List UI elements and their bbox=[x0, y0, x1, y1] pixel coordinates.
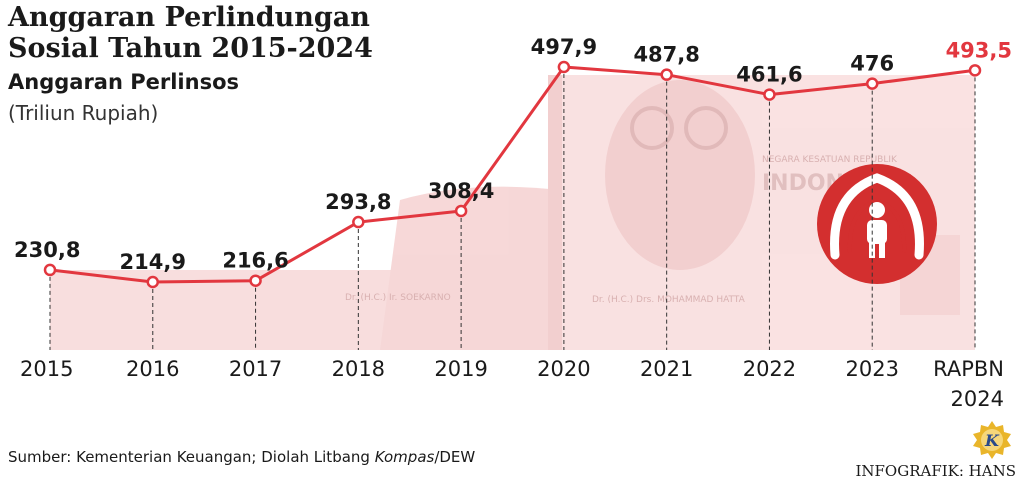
data-point bbox=[352, 215, 365, 229]
value-labels: 230,8 214,9 216,6 293,8 308,4 497,9 487,8 461,6… bbox=[14, 35, 1012, 274]
logo-core bbox=[981, 429, 1003, 451]
banknote-security-thread bbox=[548, 75, 562, 350]
badge-child-body bbox=[867, 220, 887, 244]
value-label: 476 bbox=[850, 52, 894, 76]
data-point bbox=[763, 88, 776, 101]
kompas-logo-icon: K bbox=[973, 421, 1011, 459]
data-point bbox=[146, 275, 160, 289]
badge-hands-gap bbox=[847, 197, 907, 253]
x-tick-label: 2018 bbox=[332, 357, 385, 381]
x-tick-label: RAPBN bbox=[933, 357, 1004, 381]
value-label: 497,9 bbox=[531, 35, 597, 59]
badge-child-leg-right bbox=[879, 242, 885, 258]
badge-child-head bbox=[869, 202, 885, 218]
data-point bbox=[865, 77, 879, 90]
unit-label: (Triliun Rupiah) bbox=[8, 101, 159, 125]
data-point bbox=[660, 68, 673, 81]
value-label: 230,8 bbox=[14, 238, 80, 262]
portrait-glasses-right bbox=[684, 106, 728, 150]
value-label: 216,6 bbox=[222, 249, 288, 273]
value-label: 214,9 bbox=[120, 250, 186, 274]
value-label: 461,6 bbox=[736, 63, 802, 87]
chart-subtitle: Anggaran Perlinsos bbox=[8, 70, 239, 94]
x-tick-label: 2022 bbox=[743, 357, 796, 381]
source-note: Sumber: Kementerian Keuangan; Diolah Lit… bbox=[8, 448, 475, 466]
logo-letter: K bbox=[984, 431, 1000, 450]
badge-hands-outer bbox=[830, 173, 924, 260]
x-tick-label: 2021 bbox=[640, 357, 693, 381]
banknote-signature-left: Dr. (H.C.) Ir. SOEKARNO bbox=[345, 293, 451, 303]
data-point bbox=[249, 274, 262, 287]
protection-hands-icon bbox=[817, 164, 937, 284]
source-prefix: Sumber: Kementerian Keuangan; Diolah Lit… bbox=[8, 448, 375, 466]
source-suffix: /DEW bbox=[434, 448, 476, 466]
series-line-anggaran-perlinsos bbox=[49, 65, 976, 284]
drop-lines bbox=[49, 67, 976, 350]
value-label: 487,8 bbox=[633, 43, 699, 67]
value-label: 493,5 bbox=[946, 38, 1012, 62]
value-label: 308,4 bbox=[428, 179, 494, 203]
data-point bbox=[454, 204, 468, 218]
data-points bbox=[43, 60, 982, 289]
value-label: 293,8 bbox=[325, 190, 391, 214]
x-tick-label: 2020 bbox=[537, 357, 590, 381]
banknote-map-shape bbox=[380, 186, 560, 350]
data-point bbox=[43, 263, 57, 277]
x-tick-label: 2019 bbox=[434, 357, 487, 381]
x-tick-label: 2015 bbox=[20, 357, 73, 381]
x-axis-tick-labels: 2015 2016 2017 2018 2019 2020 2021 2022 2023 RAPB… bbox=[20, 357, 1004, 411]
data-point bbox=[557, 60, 571, 74]
credit: INFOGRAFIK: HANS bbox=[855, 462, 1016, 480]
banknote-signature-right: Dr. (H.C.) Drs. MOHAMMAD HATTA bbox=[592, 295, 746, 305]
banknote-bank-name: NEGARA KESATUAN REPUBLIK bbox=[762, 155, 898, 165]
data-point bbox=[968, 64, 982, 77]
chart-title: Anggaran Perlindungan Sosial Tahun 2015-… bbox=[8, 2, 373, 64]
x-tick-label: 2017 bbox=[229, 357, 282, 381]
x-tick-label: 2016 bbox=[126, 357, 179, 381]
badge-child-leg-left bbox=[869, 242, 875, 258]
x-tick-label: 2024 bbox=[951, 387, 1004, 411]
x-tick-label: 2023 bbox=[845, 357, 898, 381]
source-italic: Kompas bbox=[374, 448, 435, 466]
portrait-shape bbox=[605, 80, 755, 270]
portrait-glasses-left bbox=[630, 106, 674, 150]
